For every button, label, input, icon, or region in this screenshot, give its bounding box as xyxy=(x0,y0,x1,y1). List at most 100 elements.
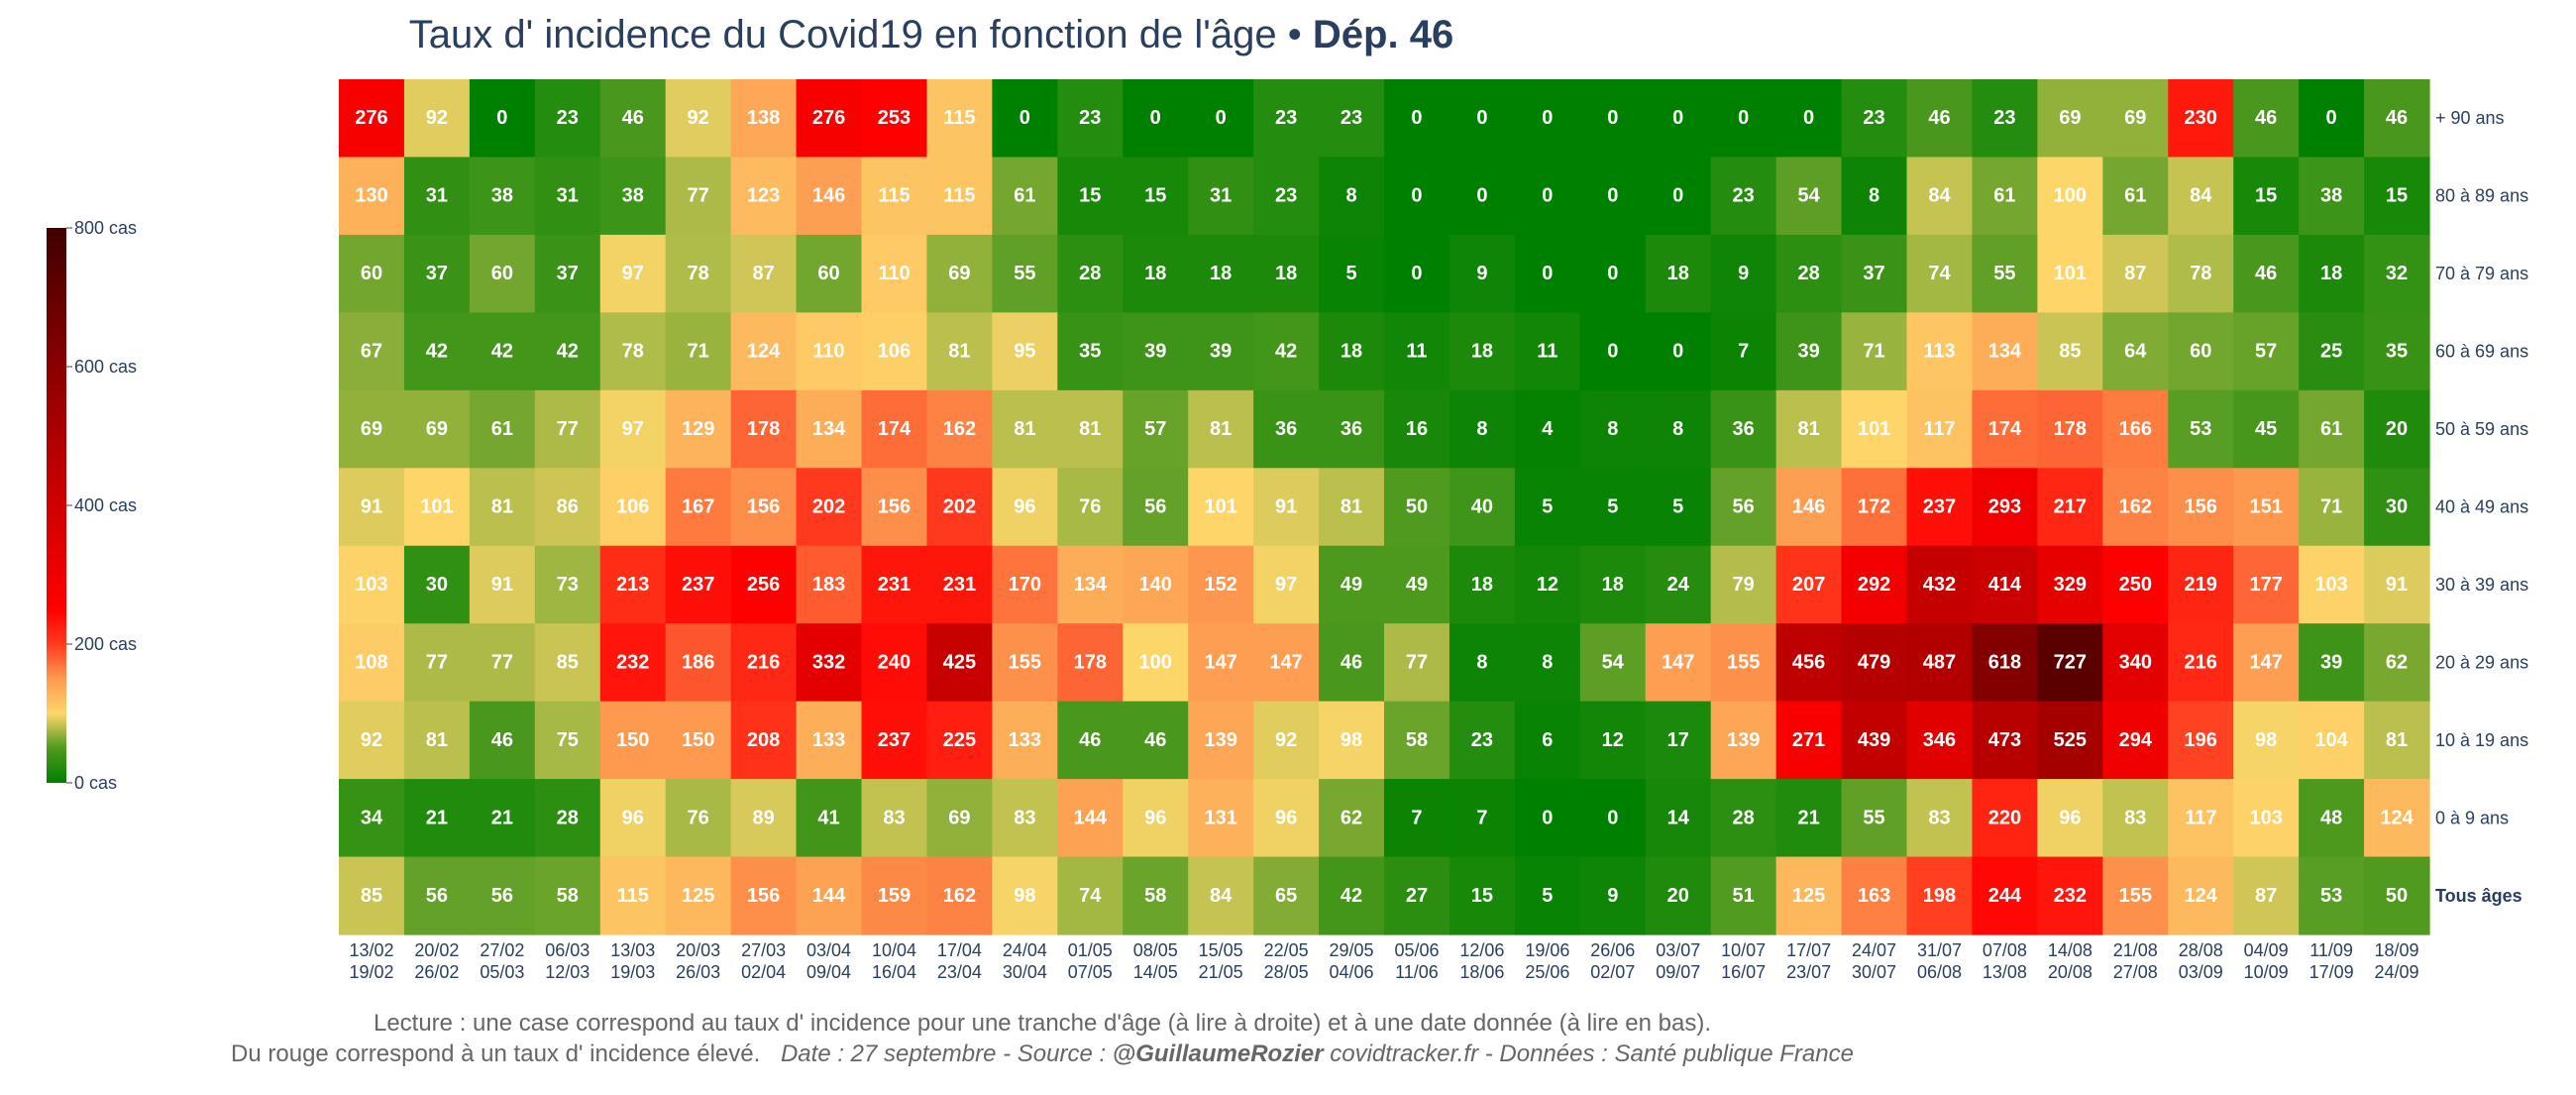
cell-value-label: 456 xyxy=(1792,651,1825,673)
cell-value-label: 178 xyxy=(747,418,780,440)
heatmap-cell xyxy=(796,468,863,547)
cell-value-label: 50 xyxy=(1406,496,1428,518)
heatmap-cell xyxy=(1319,701,1385,780)
cell-value-label: 46 xyxy=(1341,651,1362,673)
cell-value-label: 87 xyxy=(752,263,774,284)
heatmap-cell xyxy=(1449,234,1516,313)
heatmap-cell xyxy=(2037,157,2103,236)
cell-value-label: 5 xyxy=(1607,496,1618,518)
heatmap-cell xyxy=(926,157,993,236)
cell-value-label: 46 xyxy=(491,729,513,751)
heatmap-cell xyxy=(1645,234,1712,313)
cell-value-label: 18 xyxy=(1341,341,1362,363)
column-label: 10/04 16/04 xyxy=(872,940,916,982)
heatmap-cell xyxy=(1841,468,1908,547)
cell-value-label: 42 xyxy=(426,341,448,363)
cell-value-label: 95 xyxy=(1014,341,1035,363)
heatmap-cell xyxy=(1972,779,2038,858)
cell-value-label: 37 xyxy=(426,263,448,284)
cell-value-label: 21 xyxy=(491,807,513,828)
cell-value-label: 133 xyxy=(812,729,845,751)
heatmap-cell xyxy=(1579,468,1647,547)
heatmap-cell xyxy=(2037,856,2103,935)
cell-value-label: 183 xyxy=(812,574,845,596)
heatmap-cell xyxy=(469,79,536,159)
heatmap-cell xyxy=(1057,312,1124,391)
heatmap-cell xyxy=(2102,389,2169,469)
cell-value-label: 9 xyxy=(1607,885,1618,907)
heatmap-cell xyxy=(1057,779,1124,858)
column-label: 26/06 02/07 xyxy=(1590,940,1635,982)
cell-value-label: 87 xyxy=(2124,263,2146,284)
cell-value-label: 71 xyxy=(688,341,709,363)
cell-value-label: 23 xyxy=(1863,107,1884,129)
cell-value-label: 146 xyxy=(1792,496,1825,518)
cell-value-label: 216 xyxy=(2185,651,2217,673)
cell-value-label: 101 xyxy=(1858,418,1890,440)
column-label: 01/05 07/05 xyxy=(1068,940,1113,982)
heatmap-cell xyxy=(2168,779,2234,858)
cell-value-label: 46 xyxy=(1079,729,1101,751)
heatmap-cell xyxy=(1384,856,1450,935)
heatmap-cell xyxy=(2102,545,2169,624)
heatmap-cell xyxy=(2299,623,2365,703)
cell-value-label: 332 xyxy=(812,651,845,673)
cell-value-label: 23 xyxy=(1275,107,1297,129)
heatmap-cell xyxy=(469,701,536,780)
cell-value-label: 8 xyxy=(1672,418,1683,440)
cell-value-label: 71 xyxy=(1863,341,1884,363)
heatmap-cell xyxy=(1906,856,1974,935)
heatmap-cell xyxy=(1449,779,1516,858)
cell-value-label: 28 xyxy=(557,807,579,828)
cell-value-label: 329 xyxy=(2054,574,2087,596)
cell-value-label: 81 xyxy=(426,729,448,751)
heatmap-cell xyxy=(599,79,667,159)
heatmap-cell xyxy=(1319,234,1385,313)
cell-value-label: 92 xyxy=(426,107,448,129)
cell-value-label: 58 xyxy=(1144,885,1166,907)
cell-value-label: 294 xyxy=(2119,729,2153,751)
heatmap-cell xyxy=(2233,312,2300,391)
cell-value-label: 134 xyxy=(1074,574,1108,596)
cell-value-label: 6 xyxy=(1542,729,1553,751)
cell-value-label: 61 xyxy=(2320,418,2342,440)
cell-value-label: 439 xyxy=(1858,729,1890,751)
heatmap-cell xyxy=(403,79,471,159)
cell-value-label: 21 xyxy=(1797,807,1819,828)
cell-value-label: 14 xyxy=(1667,807,1690,828)
heatmap-cell xyxy=(1514,79,1581,159)
cell-value-label: 67 xyxy=(361,341,382,363)
heatmap-cell xyxy=(730,545,798,624)
cell-value-label: 58 xyxy=(557,885,579,907)
cell-value-label: 525 xyxy=(2054,729,2087,751)
cell-value-label: 23 xyxy=(1341,107,1362,129)
heatmap-cell xyxy=(1123,701,1189,780)
heatmap-cell xyxy=(2364,701,2430,780)
cell-value-label: 73 xyxy=(557,574,579,596)
heatmap-cell xyxy=(1972,545,2038,624)
heatmap-cell xyxy=(1972,701,2038,780)
cell-value-label: 65 xyxy=(1275,885,1297,907)
column-label: 28/08 03/09 xyxy=(2179,940,2223,982)
heatmap-cell xyxy=(1775,856,1843,935)
column-label: 17/07 23/07 xyxy=(1786,940,1831,982)
cell-value-label: 276 xyxy=(355,107,387,129)
heatmap-cell xyxy=(730,312,798,391)
heatmap-cell xyxy=(2102,312,2169,391)
cell-value-label: 62 xyxy=(1341,807,1362,828)
heatmap-cell xyxy=(1253,234,1320,313)
cell-value-label: 202 xyxy=(943,496,976,518)
heatmap-cell xyxy=(2364,389,2430,469)
heatmap-cell xyxy=(796,389,863,469)
cell-value-label: 69 xyxy=(426,418,448,440)
heatmap-cell xyxy=(1972,468,2038,547)
column-label: 15/05 21/05 xyxy=(1199,940,1243,982)
heatmap-cell xyxy=(1710,779,1777,858)
cell-value-label: 150 xyxy=(682,729,714,751)
cell-value-label: 202 xyxy=(812,496,845,518)
heatmap-cell xyxy=(599,701,667,780)
cell-value-label: 20 xyxy=(1667,885,1689,907)
cell-value-label: 48 xyxy=(2320,807,2342,828)
cell-value-label: 92 xyxy=(1275,729,1297,751)
heatmap-cell xyxy=(861,389,928,469)
